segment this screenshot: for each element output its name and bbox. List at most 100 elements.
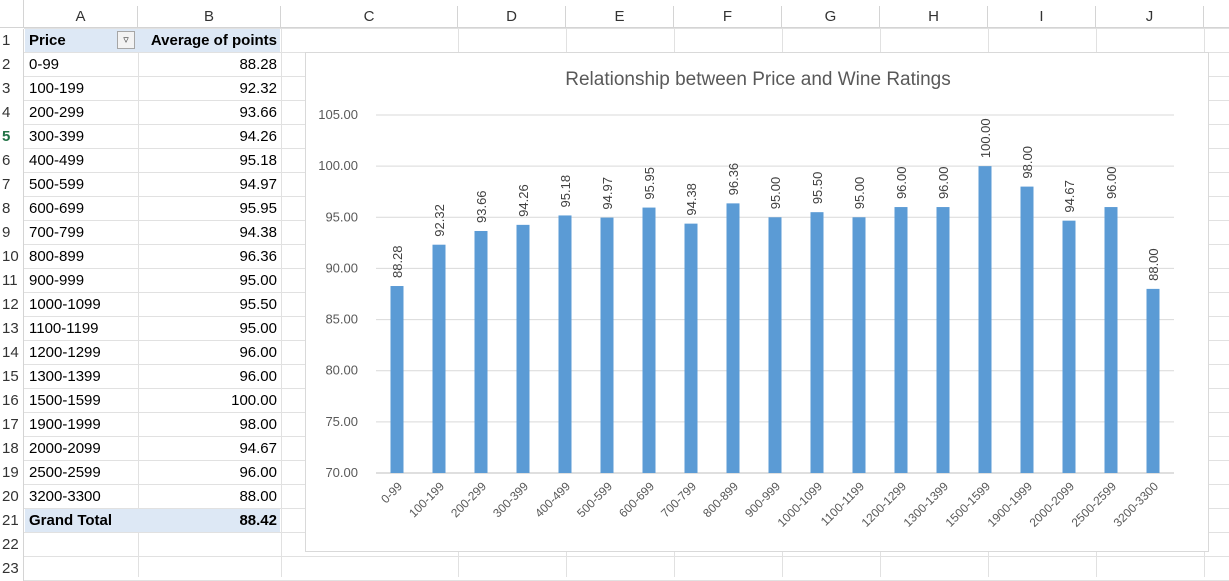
row-header-22[interactable]: 22 — [0, 533, 24, 557]
chart-bar[interactable] — [936, 207, 950, 474]
column-header-e[interactable]: E — [566, 6, 674, 28]
chart-bar[interactable] — [726, 203, 740, 473]
row-header-7[interactable]: 7 — [0, 173, 24, 197]
row-header-5[interactable]: 5 — [0, 125, 24, 149]
chart-bar[interactable] — [1020, 186, 1034, 473]
pivot-price-cell[interactable]: 600-699 — [29, 200, 85, 217]
chart-bar[interactable] — [432, 244, 446, 473]
pivot-header-price[interactable]: Price — [29, 32, 66, 49]
row-header-3[interactable]: 3 — [0, 77, 24, 101]
pivot-points-cell[interactable]: 96.00 — [239, 344, 277, 361]
y-tick-label: 95.00 — [325, 209, 358, 224]
chart-bar[interactable] — [684, 223, 698, 473]
pivot-price-cell[interactable]: 0-99 — [29, 56, 60, 73]
select-all-corner[interactable] — [0, 0, 24, 28]
pivot-points-cell[interactable]: 95.50 — [239, 296, 277, 313]
pivot-points-cell[interactable]: 96.36 — [239, 248, 277, 265]
row-header-23[interactable]: 23 — [0, 557, 24, 581]
row-header-11[interactable]: 11 — [0, 269, 24, 293]
pivot-price-cell[interactable]: 1200-1299 — [29, 344, 101, 361]
chart-bar[interactable] — [558, 215, 572, 473]
column-header-i[interactable]: I — [988, 6, 1096, 28]
pivot-points-cell[interactable]: 94.97 — [239, 176, 277, 193]
pivot-points-cell[interactable]: 95.95 — [239, 200, 277, 217]
pivot-points-cell[interactable]: 94.26 — [239, 128, 277, 145]
pivot-points-cell[interactable]: 95.18 — [239, 152, 277, 169]
pivot-price-cell[interactable]: 100-199 — [29, 80, 85, 97]
row-header-6[interactable]: 6 — [0, 149, 24, 173]
pivot-points-cell[interactable]: 95.00 — [239, 320, 277, 337]
pivot-total-fill — [25, 509, 280, 532]
chart-bar[interactable] — [516, 224, 530, 473]
chart-data-label: 95.95 — [642, 167, 657, 200]
pivot-points-cell[interactable]: 98.00 — [239, 416, 277, 433]
row-header-16[interactable]: 16 — [0, 389, 24, 413]
pivot-price-cell[interactable]: 300-399 — [29, 128, 85, 145]
row-header-8[interactable]: 8 — [0, 197, 24, 221]
pivot-price-cell[interactable]: 1100-1199 — [29, 320, 99, 337]
pivot-price-cell[interactable]: 200-299 — [29, 104, 85, 121]
pivot-price-cell[interactable]: 1300-1399 — [29, 368, 101, 385]
chart-bar[interactable] — [1146, 288, 1160, 473]
pivot-points-cell[interactable]: 94.67 — [239, 440, 277, 457]
column-header-c[interactable]: C — [281, 6, 458, 28]
pivot-points-cell[interactable]: 88.28 — [239, 56, 277, 73]
pivot-points-cell[interactable]: 96.00 — [239, 464, 277, 481]
column-header-b[interactable]: B — [138, 6, 281, 28]
chart-bar[interactable] — [852, 217, 866, 473]
pivot-price-cell[interactable]: 1000-1099 — [29, 296, 101, 313]
row-header-2[interactable]: 2 — [0, 53, 24, 77]
chart-bar[interactable] — [894, 207, 908, 474]
chart-bar[interactable] — [642, 207, 656, 473]
pivot-points-cell[interactable]: 94.38 — [239, 224, 277, 241]
pivot-price-cell[interactable]: 1500-1599 — [29, 392, 101, 409]
column-header-d[interactable]: D — [458, 6, 566, 28]
column-header-a[interactable]: A — [24, 6, 138, 28]
row-header-19[interactable]: 19 — [0, 461, 24, 485]
chart-bar[interactable] — [768, 217, 782, 473]
filter-dropdown-icon[interactable]: ▿ — [117, 31, 135, 49]
pivot-points-cell[interactable]: 88.00 — [239, 488, 277, 505]
pivot-price-cell[interactable]: 1900-1999 — [29, 416, 101, 433]
pivot-price-cell[interactable]: 900-999 — [29, 272, 85, 289]
pivot-price-cell[interactable]: 500-599 — [29, 176, 85, 193]
row-header-18[interactable]: 18 — [0, 437, 24, 461]
pivot-points-cell[interactable]: 100.00 — [231, 392, 277, 409]
pivot-price-cell[interactable]: 800-899 — [29, 248, 85, 265]
pivot-grand-total-value[interactable]: 88.42 — [239, 512, 277, 529]
row-header-14[interactable]: 14 — [0, 341, 24, 365]
column-header-g[interactable]: G — [782, 6, 880, 28]
chart-area[interactable]: Relationship between Price and Wine Rati… — [305, 52, 1209, 552]
row-header-9[interactable]: 9 — [0, 221, 24, 245]
chart-bar[interactable] — [978, 166, 992, 473]
chart-bar[interactable] — [810, 212, 824, 473]
pivot-price-cell[interactable]: 700-799 — [29, 224, 85, 241]
chart-bar[interactable] — [474, 230, 488, 473]
column-header-h[interactable]: H — [880, 6, 988, 28]
chart-bar[interactable] — [1104, 207, 1118, 474]
chart-bar[interactable] — [1062, 220, 1076, 473]
pivot-header-average[interactable]: Average of points — [150, 32, 277, 49]
pivot-price-cell[interactable]: 400-499 — [29, 152, 85, 169]
row-header-13[interactable]: 13 — [0, 317, 24, 341]
row-header-15[interactable]: 15 — [0, 365, 24, 389]
column-header-f[interactable]: F — [674, 6, 782, 28]
pivot-price-cell[interactable]: 2000-2099 — [29, 440, 101, 457]
row-header-12[interactable]: 12 — [0, 293, 24, 317]
row-header-1[interactable]: 1 — [0, 29, 24, 53]
row-header-20[interactable]: 20 — [0, 485, 24, 509]
row-header-10[interactable]: 10 — [0, 245, 24, 269]
row-header-21[interactable]: 21 — [0, 509, 24, 533]
pivot-grand-total-label[interactable]: Grand Total — [29, 512, 113, 529]
column-header-j[interactable]: J — [1096, 6, 1204, 28]
pivot-price-cell[interactable]: 2500-2599 — [29, 464, 101, 481]
pivot-points-cell[interactable]: 96.00 — [239, 368, 277, 385]
pivot-points-cell[interactable]: 93.66 — [239, 104, 277, 121]
pivot-price-cell[interactable]: 3200-3300 — [29, 488, 101, 505]
row-header-17[interactable]: 17 — [0, 413, 24, 437]
pivot-points-cell[interactable]: 95.00 — [239, 272, 277, 289]
pivot-points-cell[interactable]: 92.32 — [239, 80, 277, 97]
chart-bar[interactable] — [600, 217, 614, 473]
row-header-4[interactable]: 4 — [0, 101, 24, 125]
chart-bar[interactable] — [390, 286, 404, 473]
